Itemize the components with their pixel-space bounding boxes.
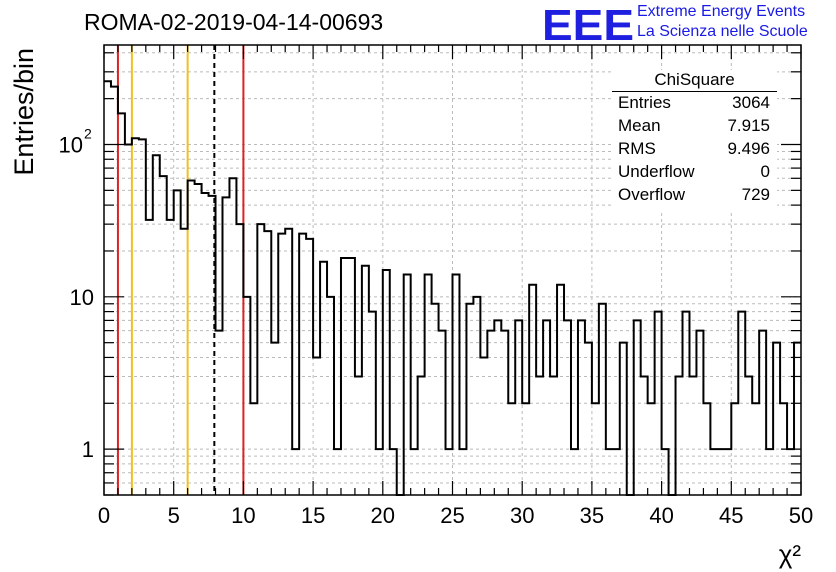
y-tick-label: 10	[59, 132, 83, 157]
reference-lines	[116, 45, 245, 495]
y-axis-label: Entries/bin	[9, 48, 39, 176]
x-tick-label: 40	[649, 503, 673, 528]
histogram-outline	[104, 80, 801, 496]
x-tick-label: 10	[231, 503, 255, 528]
x-tick-label: 50	[789, 503, 813, 528]
x-tick-label: 25	[440, 503, 464, 528]
brand-text: Extreme Energy Events La Scienza nelle S…	[637, 2, 808, 42]
stats-label: Overflow	[618, 185, 686, 204]
stats-row-rms: RMS 9.496	[618, 138, 770, 160]
y-tick-label: 10	[70, 285, 94, 310]
x-axis: 0 5 10 15 20 25 30 35 40 45 50	[98, 45, 813, 528]
stats-title: ChiSquare	[654, 70, 735, 89]
stats-row-underflow: Underflow 0	[618, 161, 770, 183]
stats-value: 7.915	[727, 116, 770, 135]
stats-box: ChiSquare Entries 3064 Mean 7.915 RMS 9.…	[612, 70, 777, 210]
stats-value: 9.496	[727, 139, 770, 158]
stats-label: Mean	[618, 116, 661, 135]
stats-label: RMS	[618, 139, 656, 158]
x-tick-label: 30	[510, 503, 534, 528]
stats-value: 3064	[732, 93, 770, 112]
stats-separator	[612, 91, 777, 92]
eee-logo-text: EEE	[542, 2, 634, 42]
stats-row-overflow: Overflow 729	[618, 184, 770, 206]
y-tick-exponent: 2	[84, 125, 92, 141]
y-tick-label: 1	[82, 437, 94, 462]
stats-value: 0	[760, 162, 770, 181]
stats-row-entries: Entries 3064	[618, 92, 770, 114]
x-tick-label: 35	[580, 503, 604, 528]
stats-label: Underflow	[618, 162, 695, 181]
x-tick-label: 15	[301, 503, 325, 528]
stats-value: 729	[741, 185, 770, 204]
stats-row-mean: Mean 7.915	[618, 115, 770, 137]
brand-line-2: La Scienza nelle Scuole	[637, 23, 808, 40]
brand-line-1: Extreme Energy Events	[637, 3, 806, 20]
x-tick-label: 0	[98, 503, 110, 528]
x-tick-label: 20	[371, 503, 395, 528]
x-tick-label: 5	[168, 503, 180, 528]
eee-logo: EEE	[542, 2, 634, 42]
stats-label: Entries	[618, 93, 671, 112]
x-axis-label: χ²	[779, 539, 802, 569]
chart-title: ROMA-02-2019-04-14-00693	[84, 9, 384, 35]
histogram-bars	[104, 80, 801, 496]
x-tick-label: 45	[719, 503, 743, 528]
